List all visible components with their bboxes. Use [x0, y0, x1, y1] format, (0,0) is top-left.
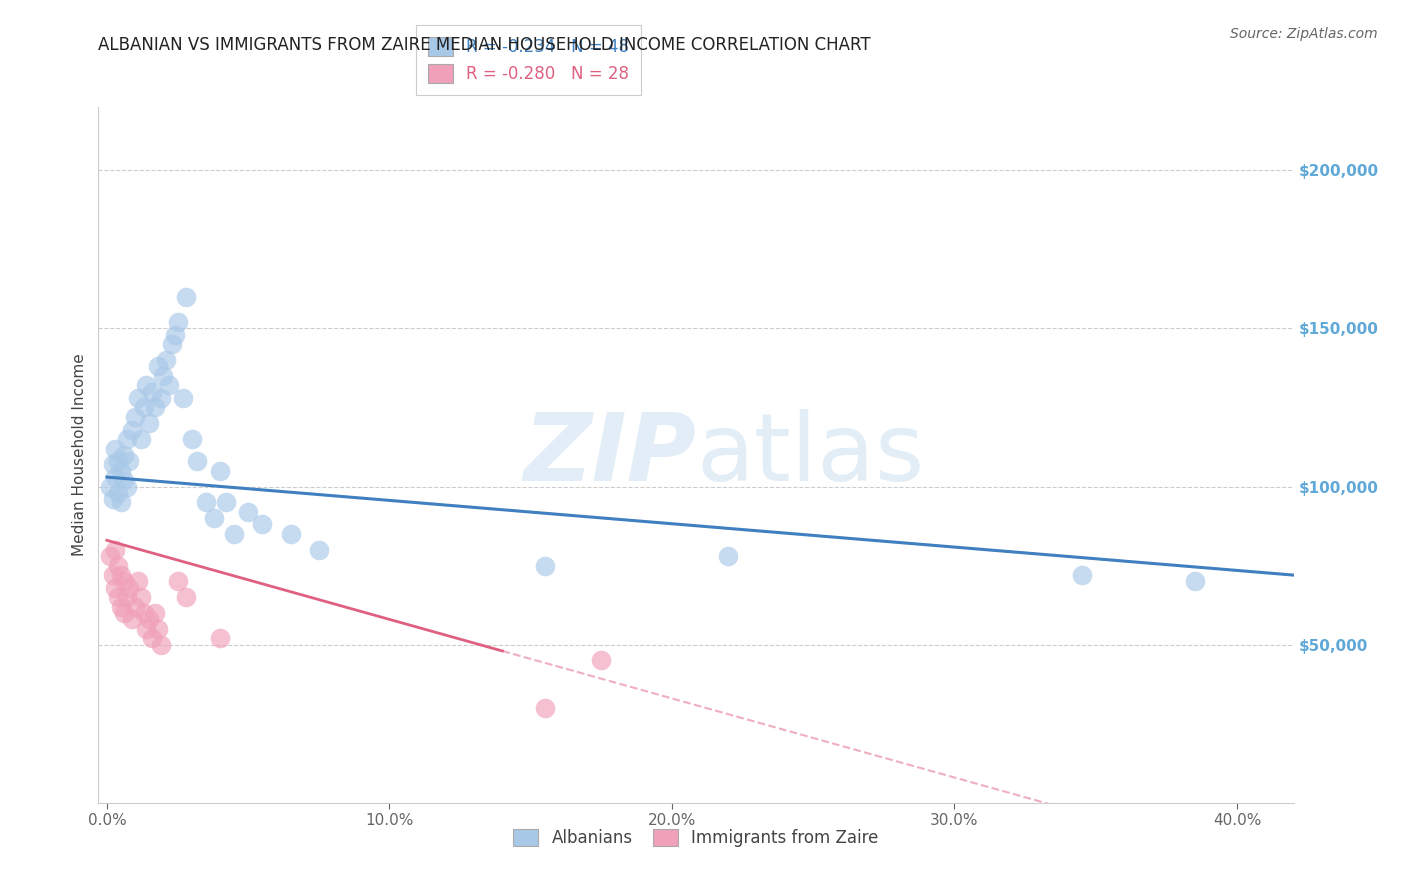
Point [135, 622, 157, 636]
Point [214, 495, 236, 509]
Point [280, 527, 302, 541]
Point [118, 454, 141, 468]
Point [208, 464, 231, 478]
Point [152, 368, 174, 383]
Point [138, 417, 160, 431]
Point [104, 542, 127, 557]
Point [174, 290, 197, 304]
Point [107, 486, 129, 500]
Point [104, 470, 127, 484]
Legend: Albanians, Immigrants from Zaire: Albanians, Immigrants from Zaire [503, 819, 889, 857]
Point [186, 454, 208, 468]
Point [143, 606, 166, 620]
Point [132, 606, 155, 620]
Point [110, 464, 132, 478]
Point [141, 632, 163, 646]
Point [141, 384, 163, 399]
Point [208, 632, 231, 646]
Point [149, 391, 172, 405]
Point [202, 511, 225, 525]
Point [112, 574, 135, 589]
Text: ALBANIAN VS IMMIGRANTS FROM ZAIRE MEDIAN HOUSEHOLD INCOME CORRELATION CHART: ALBANIAN VS IMMIGRANTS FROM ZAIRE MEDIAN… [98, 36, 872, 54]
Point [115, 591, 138, 605]
Point [166, 574, 188, 589]
Point [166, 315, 188, 329]
Point [107, 591, 129, 605]
Point [135, 378, 157, 392]
Point [717, 549, 740, 563]
Point [157, 378, 180, 392]
Point [1070, 568, 1092, 582]
Text: ZIP: ZIP [523, 409, 696, 501]
Point [110, 568, 132, 582]
Point [146, 359, 169, 374]
Point [129, 432, 152, 446]
Point [112, 448, 135, 462]
Point [180, 432, 202, 446]
Point [101, 458, 124, 472]
Point [98, 479, 121, 493]
Point [127, 391, 149, 405]
Point [124, 599, 146, 614]
Point [174, 591, 197, 605]
Point [138, 612, 160, 626]
Point [104, 442, 127, 456]
Point [129, 591, 152, 605]
Point [1184, 574, 1206, 589]
Point [163, 327, 186, 342]
Point [107, 558, 129, 573]
Point [98, 549, 121, 563]
Point [115, 479, 138, 493]
Point [110, 495, 132, 509]
Point [160, 337, 183, 351]
Point [533, 701, 555, 715]
Point [101, 568, 124, 582]
Point [533, 558, 555, 573]
Point [172, 391, 194, 405]
Text: atlas: atlas [696, 409, 924, 501]
Point [110, 599, 132, 614]
Point [238, 505, 260, 519]
Point [591, 653, 613, 667]
Point [104, 581, 127, 595]
Point [127, 574, 149, 589]
Y-axis label: Median Household Income: Median Household Income [72, 353, 87, 557]
Point [121, 612, 143, 626]
Point [124, 409, 146, 424]
Point [112, 606, 135, 620]
Point [222, 527, 245, 541]
Point [146, 622, 169, 636]
Point [194, 495, 217, 509]
Point [155, 353, 177, 368]
Point [121, 423, 143, 437]
Point [118, 581, 141, 595]
Point [101, 492, 124, 507]
Point [112, 473, 135, 487]
Point [143, 401, 166, 415]
Point [308, 542, 330, 557]
Point [252, 517, 274, 532]
Point [115, 432, 138, 446]
Point [132, 401, 155, 415]
Point [149, 638, 172, 652]
Point [107, 454, 129, 468]
Text: Source: ZipAtlas.com: Source: ZipAtlas.com [1230, 27, 1378, 41]
